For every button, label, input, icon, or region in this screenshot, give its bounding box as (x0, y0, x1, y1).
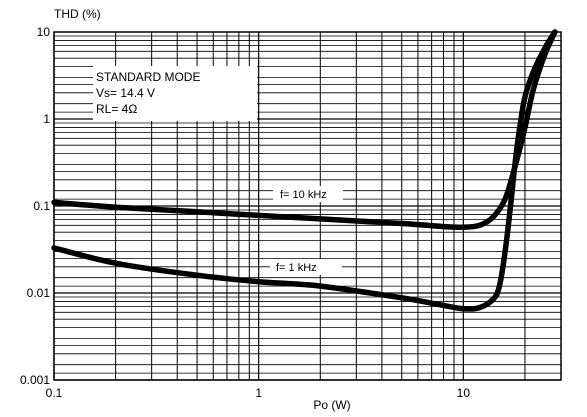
y-axis-label: THD (%) (54, 7, 101, 21)
y-tick-label: 1 (43, 112, 50, 126)
condition-load: RL= 4Ω (96, 102, 137, 116)
y-tick-label: 0.001 (20, 373, 50, 387)
x-axis-label: Po (W) (313, 398, 350, 412)
y-tick-label: 10 (37, 25, 51, 39)
series-labels: f= 10 kHz f= 1 kHz (270, 186, 343, 275)
x-tick-label: 0.1 (46, 386, 63, 400)
x-tick-label: 1 (255, 386, 262, 400)
series-line-0 (51, 29, 558, 231)
series-line-1 (51, 29, 558, 312)
conditions-box: STANDARD MODE Vs= 14.4 V RL= 4Ω (93, 66, 257, 121)
x-tick-labels: 0.1 1 10 (46, 386, 471, 400)
y-tick-label: 0.01 (27, 286, 51, 300)
y-tick-labels: 0.001 0.01 0.1 1 10 (20, 25, 50, 387)
plot-frame (53, 31, 562, 381)
series-label-10khz: f= 10 kHz (280, 189, 327, 201)
series-group (51, 29, 558, 312)
y-tick-label: 0.1 (33, 199, 50, 213)
condition-mode: STANDARD MODE (96, 70, 200, 84)
series-label-1khz: f= 1 kHz (276, 262, 317, 274)
x-tick-label: 10 (457, 386, 471, 400)
condition-supply: Vs= 14.4 V (96, 86, 155, 100)
